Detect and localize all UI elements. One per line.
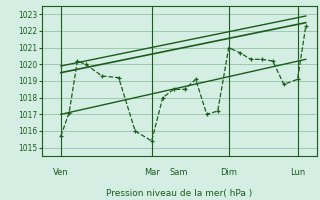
Text: Dim: Dim bbox=[220, 168, 237, 177]
Text: Lun: Lun bbox=[290, 168, 305, 177]
Text: Sam: Sam bbox=[170, 168, 188, 177]
Text: Ven: Ven bbox=[53, 168, 69, 177]
Text: Mar: Mar bbox=[144, 168, 160, 177]
Text: Pression niveau de la mer( hPa ): Pression niveau de la mer( hPa ) bbox=[106, 189, 252, 198]
